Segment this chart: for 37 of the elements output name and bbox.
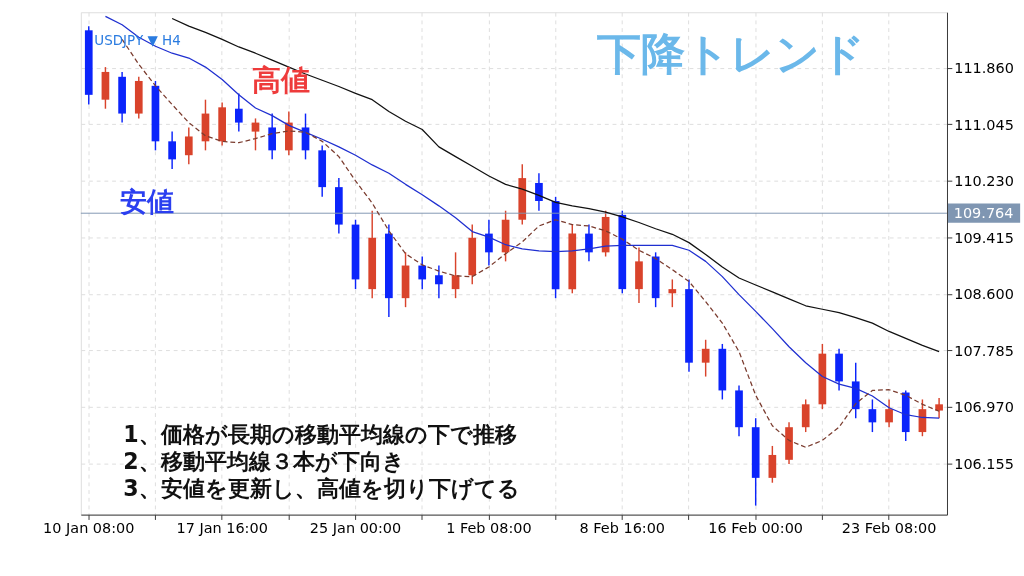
y-tick-label: 110.230	[954, 173, 1014, 190]
candlestick	[234, 92, 243, 133]
candlestick	[184, 126, 193, 165]
candlestick	[801, 398, 810, 433]
y-tick-label: 111.045	[954, 116, 1014, 133]
candlestick	[268, 112, 277, 161]
candlestick	[251, 117, 260, 152]
candlestick	[935, 397, 943, 419]
candlestick	[668, 278, 677, 308]
x-tick-label: 17 Jan 16:00	[176, 520, 268, 537]
candlestick	[168, 130, 176, 170]
candlestick	[701, 339, 710, 378]
candlestick	[435, 264, 443, 299]
x-tick-label: 23 Feb 08:00	[841, 520, 937, 537]
x-tick-label: 10 Jan 08:00	[43, 520, 135, 537]
candlestick	[485, 219, 493, 267]
annotation: 高値	[252, 63, 311, 98]
ref-line-label: 109.764	[953, 205, 1014, 222]
candlestick	[885, 398, 893, 428]
x-tick-label: 25 Jan 00:00	[309, 520, 402, 537]
candlestick	[418, 255, 427, 290]
y-tick-label: 109.415	[954, 229, 1014, 246]
y-tick-label: 106.155	[954, 455, 1014, 472]
y-tick-label: 107.785	[954, 342, 1014, 359]
annotation: USDJPY ▼ H4	[94, 31, 181, 48]
y-tick-label: 111.860	[954, 60, 1014, 77]
candlestick	[585, 223, 593, 263]
chart-title: 下降トレンド	[597, 28, 866, 80]
x-tick-label: 8 Feb 16:00	[579, 520, 666, 537]
candlestick	[535, 172, 543, 212]
annotation: 安値	[120, 185, 175, 217]
x-tick-label: 16 Feb 00:00	[708, 520, 803, 537]
candlestick	[768, 445, 777, 484]
x-tick-label: 1 Feb 08:00	[446, 520, 532, 537]
annotation: 1、価格が長期の移動平均線の下で推移 2、移動平均線３本が下向き 3、安値を更新し、高値を切り下げてる	[123, 421, 520, 501]
y-tick-label: 106.970	[954, 399, 1014, 416]
y-tick-label: 108.600	[954, 286, 1014, 303]
